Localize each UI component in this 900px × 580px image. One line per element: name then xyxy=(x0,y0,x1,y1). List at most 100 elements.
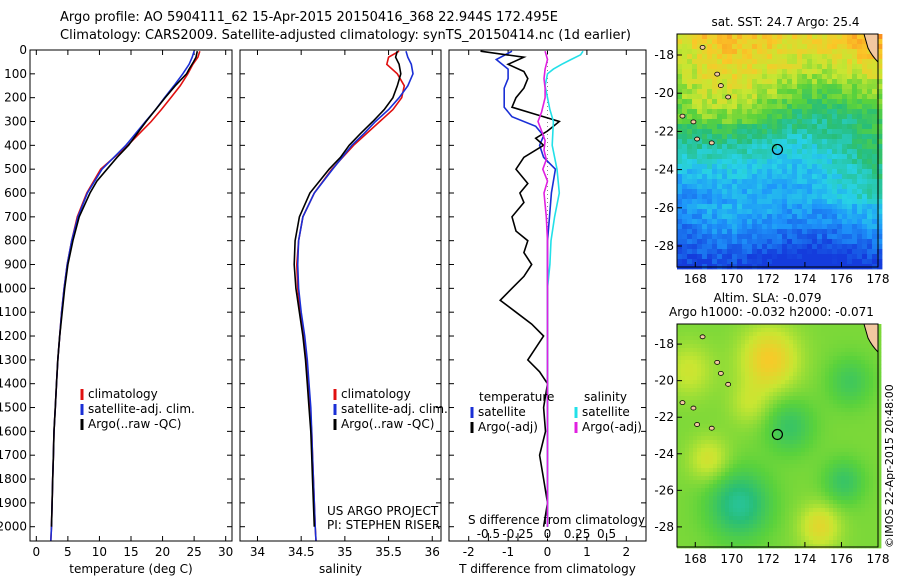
map-cell xyxy=(861,360,866,365)
map-cell xyxy=(873,500,878,505)
map-cell xyxy=(782,249,788,255)
map-cell xyxy=(845,468,850,473)
map-cell xyxy=(829,520,834,525)
map-cell xyxy=(725,408,730,413)
map-cell xyxy=(742,119,748,125)
map-cell xyxy=(845,496,850,501)
map-cell xyxy=(677,99,683,105)
map-cell xyxy=(689,488,694,493)
map-cell xyxy=(793,396,798,401)
map-cell xyxy=(717,189,723,195)
map-cell xyxy=(697,328,702,333)
map-cell xyxy=(681,356,686,361)
map-cell xyxy=(713,416,718,421)
map-cell xyxy=(757,79,763,85)
map-cell xyxy=(852,74,858,80)
map-cell xyxy=(857,179,863,185)
map-cell xyxy=(792,119,798,125)
map-cell xyxy=(729,496,734,501)
map-cell xyxy=(722,254,728,260)
map-cell xyxy=(753,352,758,357)
map-cell xyxy=(841,388,846,393)
map-cell xyxy=(687,204,693,210)
map-cell xyxy=(707,89,713,95)
map-cell xyxy=(817,348,822,353)
map-cell xyxy=(857,332,862,337)
map-cell xyxy=(852,89,858,95)
map-cell xyxy=(733,412,738,417)
map-cell xyxy=(797,174,803,180)
map-cell xyxy=(769,432,774,437)
map-cell xyxy=(725,432,730,437)
map-cell xyxy=(725,452,730,457)
map-cell xyxy=(693,364,698,369)
map-cell xyxy=(741,460,746,465)
map-cell xyxy=(702,99,708,105)
map-cell xyxy=(841,404,846,409)
map-cell xyxy=(793,468,798,473)
map-cell xyxy=(872,69,878,75)
map-cell xyxy=(725,364,730,369)
map-cell xyxy=(757,488,762,493)
map-cell xyxy=(773,324,778,329)
map-cell xyxy=(737,159,743,165)
map-cell xyxy=(737,432,742,437)
map-cell xyxy=(742,184,748,190)
map-cell xyxy=(807,114,813,120)
map-cell xyxy=(727,254,733,260)
map-cell xyxy=(833,348,838,353)
map-cell xyxy=(853,420,858,425)
map-cell xyxy=(849,524,854,529)
map-cell xyxy=(777,69,783,75)
map-cell xyxy=(809,424,814,429)
map-cell xyxy=(701,524,706,529)
map-cell xyxy=(742,54,748,60)
map-cell xyxy=(817,428,822,433)
map-cell xyxy=(833,456,838,461)
map-cell xyxy=(701,420,706,425)
map-cell xyxy=(877,134,883,140)
map-cell xyxy=(785,456,790,461)
map-cell xyxy=(837,164,843,170)
map-cell xyxy=(797,412,802,417)
map-cell xyxy=(773,504,778,509)
map-cell xyxy=(797,199,803,205)
map-cell xyxy=(805,348,810,353)
map-cell xyxy=(697,524,702,529)
map-cell xyxy=(682,204,688,210)
map-cell xyxy=(753,484,758,489)
map-cell xyxy=(767,69,773,75)
map-cell xyxy=(747,204,753,210)
map-cell xyxy=(697,508,702,513)
map-cell xyxy=(837,440,842,445)
map-cell xyxy=(801,532,806,537)
map-cell xyxy=(787,84,793,90)
map-cell xyxy=(693,392,698,397)
map-cell xyxy=(853,504,858,509)
map-cell xyxy=(765,508,770,513)
map-cell xyxy=(697,224,703,230)
map-cell xyxy=(849,372,854,377)
map-cell xyxy=(767,189,773,195)
map-cell xyxy=(802,134,808,140)
map-cell xyxy=(865,440,870,445)
map-cell xyxy=(677,364,682,369)
map-cell xyxy=(757,472,762,477)
map-cell xyxy=(733,512,738,517)
map-cell xyxy=(813,520,818,525)
map-cell xyxy=(805,424,810,429)
map-cell xyxy=(847,239,853,245)
map-cell xyxy=(797,44,803,50)
map-cell xyxy=(853,520,858,525)
map-cell xyxy=(787,224,793,230)
map-cell xyxy=(837,408,842,413)
map-cell xyxy=(717,54,723,60)
map-cell xyxy=(857,134,863,140)
map-cell xyxy=(842,124,848,130)
map-cell xyxy=(677,344,682,349)
map-cell xyxy=(845,428,850,433)
map-cell xyxy=(761,364,766,369)
map-cell xyxy=(789,348,794,353)
map-cell xyxy=(693,492,698,497)
map-cell xyxy=(781,504,786,509)
